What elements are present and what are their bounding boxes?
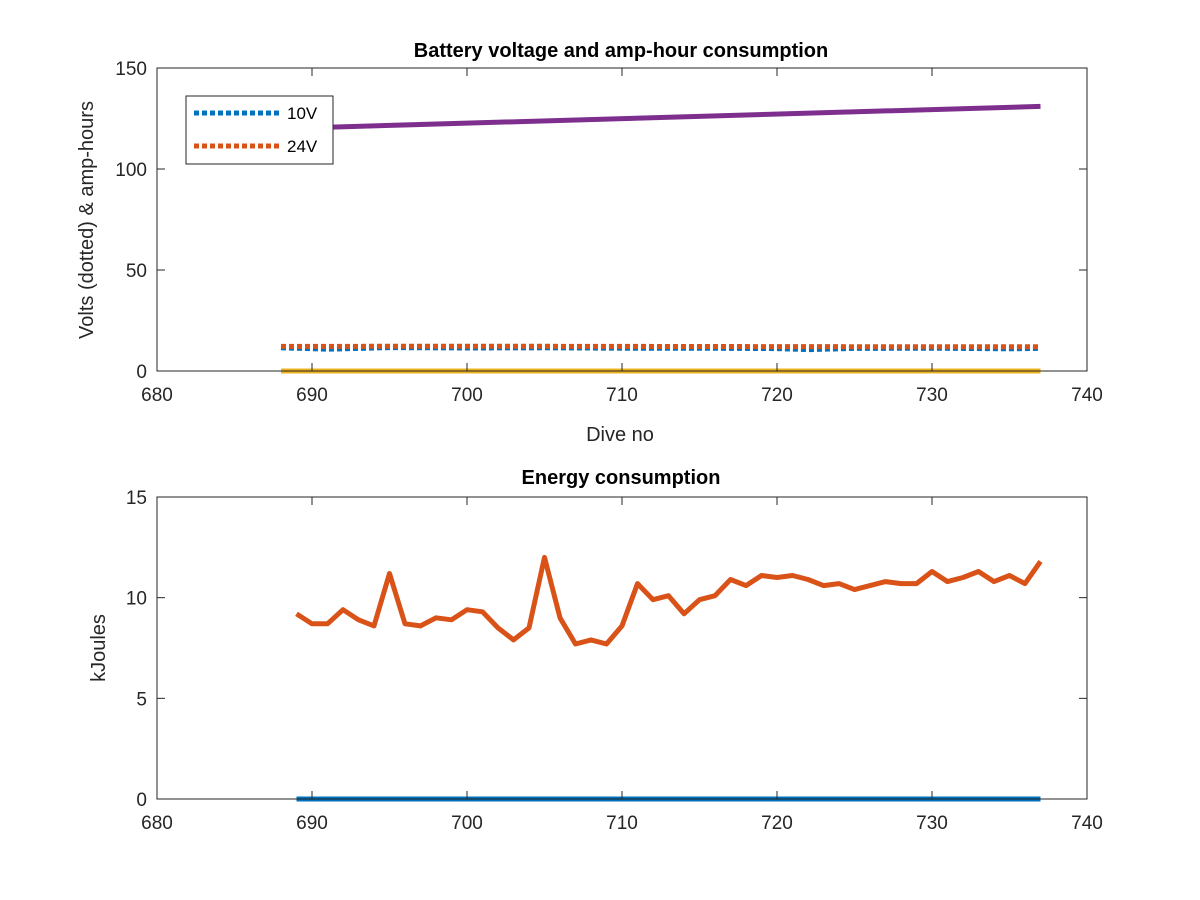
voltage-chart-y-axis-label: Volts (dotted) & amp-hours [76, 101, 98, 339]
voltage-chart-x-axis-label: Dive no [586, 424, 654, 446]
x-tick-label: 700 [451, 813, 483, 834]
x-tick-label: 740 [1071, 385, 1103, 406]
x-tick-label: 690 [296, 385, 328, 406]
voltage-chart: Battery voltage and amp-hour consumption… [76, 40, 1103, 446]
y-tick-label: 150 [115, 59, 147, 80]
x-tick-label: 690 [296, 813, 328, 834]
x-tick-label: 730 [916, 385, 948, 406]
voltage-chart-ticks: 680 690 700 710 720 730 740 0 50 100 150 [115, 59, 1103, 406]
y-tick-label: 50 [126, 261, 147, 282]
x-tick-label: 680 [141, 385, 173, 406]
energy-chart: Energy consumption 680 690 700 710 720 730 740… [88, 467, 1103, 834]
x-tick-label: 730 [916, 813, 948, 834]
x-tick-label: 700 [451, 385, 483, 406]
legend-label-10v: 10V [287, 104, 318, 123]
y-tick-label: 5 [136, 689, 147, 710]
legend-box [185, 95, 334, 165]
x-tick-label: 720 [761, 385, 793, 406]
x-tick-label: 720 [761, 813, 793, 834]
y-tick-label: 100 [115, 160, 147, 181]
x-tick-label: 710 [606, 813, 638, 834]
x-tick-label: 680 [141, 813, 173, 834]
y-tick-label: 10 [126, 589, 147, 610]
x-tick-label: 710 [606, 385, 638, 406]
energy-chart-y-axis-label: kJoules [88, 614, 110, 682]
voltage-chart-title: Battery voltage and amp-hour consumption [414, 40, 828, 62]
y-tick-label: 0 [136, 790, 147, 811]
y-tick-label: 15 [126, 488, 147, 509]
series-line-0-2 [280, 103, 1041, 132]
series-line-1-0 [295, 554, 1043, 647]
voltage-chart-legend: 10V 24V [185, 95, 334, 165]
series-line-24v [280, 343, 1041, 350]
energy-chart-ticks: 680 690 700 710 720 730 740 0 5 10 15 [126, 488, 1103, 834]
energy-chart-title: Energy consumption [522, 467, 721, 489]
legend-label-24v: 24V [287, 137, 318, 156]
x-tick-label: 740 [1071, 813, 1103, 834]
y-tick-label: 0 [136, 362, 147, 383]
